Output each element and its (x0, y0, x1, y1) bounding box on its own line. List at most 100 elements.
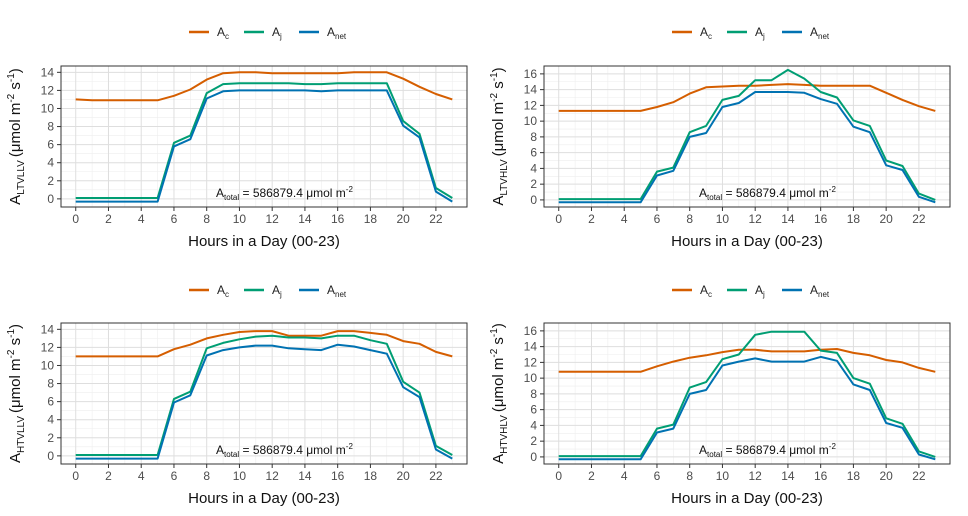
y-tick-label: 6 (530, 403, 537, 417)
y-tick-label: 16 (524, 67, 538, 81)
plot-border (60, 322, 468, 465)
x-tick-label: 6 (171, 469, 178, 483)
y-tick-label: 0 (530, 450, 537, 464)
grid (544, 323, 950, 464)
x-tick-label: 18 (847, 212, 861, 226)
series-line-ac (75, 330, 453, 358)
x-tick-label: 8 (203, 212, 210, 226)
y-tick-label: 6 (47, 138, 54, 152)
y-tick-label: 14 (41, 322, 55, 336)
series-line-aj (75, 334, 453, 456)
y-tick-label: 10 (524, 371, 538, 385)
series-line-ac (558, 348, 936, 373)
x-tick-label: 4 (621, 469, 628, 483)
x-tick-label: 18 (364, 469, 378, 483)
x-axis-title: Hours in a Day (00-23) (671, 490, 823, 507)
plot-border (60, 65, 468, 208)
x-tick-label: 2 (105, 469, 112, 483)
x-axis-title: Hours in a Day (00-23) (188, 233, 340, 250)
x-tick-label: 20 (879, 469, 893, 483)
series-line-aj (558, 330, 936, 458)
y-tick-label: 12 (524, 98, 538, 112)
legend-label-aj: Aj (272, 25, 282, 41)
legend-label-ac: Ac (217, 283, 229, 299)
x-tick-label: 4 (621, 212, 628, 226)
x-tick-label: 16 (814, 212, 828, 226)
x-tick-label: 14 (298, 469, 312, 483)
x-tick-label: 8 (203, 469, 210, 483)
x-tick-label: 14 (298, 212, 312, 226)
x-tick-label: 2 (105, 212, 112, 226)
x-tick-label: 4 (138, 469, 145, 483)
series-line-anet (558, 355, 936, 461)
legend-label-aj: Aj (755, 25, 765, 41)
x-tick-label: 16 (331, 469, 345, 483)
grid (61, 323, 467, 464)
legend-label-ac: Ac (217, 25, 229, 41)
series-line-aj (75, 82, 453, 199)
total-annotation: Atotal = 586879.4 μmol m-2 (699, 185, 836, 202)
y-tick-label: 8 (530, 130, 537, 144)
y-axis-title: AHTVLLV(μmol m-2 s-1) (6, 324, 27, 463)
legend-label-aj: Aj (755, 283, 765, 299)
x-tick-label: 20 (396, 469, 410, 483)
x-tick-label: 22 (429, 212, 443, 226)
legend-label-anet: Anet (810, 25, 830, 41)
total-annotation: Atotal = 586879.4 μmol m-2 (216, 442, 353, 459)
y-tick-label: 6 (47, 395, 54, 409)
y-tick-label: 6 (530, 146, 537, 160)
y-tick-label: 4 (530, 161, 537, 175)
x-axis-title: Hours in a Day (00-23) (188, 490, 340, 507)
series-line-anet (558, 91, 936, 204)
x-axis-title: Hours in a Day (00-23) (671, 233, 823, 250)
y-tick-label: 2 (47, 431, 54, 445)
x-tick-label: 0 (72, 469, 79, 483)
legend-label-anet: Anet (327, 25, 347, 41)
series-line-ac (75, 71, 453, 102)
x-tick-label: 0 (555, 469, 562, 483)
total-annotation: Atotal = 586879.4 μmol m-2 (699, 442, 836, 459)
y-axis-title: ALTVLLV(μmol m-2 s-1) (6, 68, 27, 205)
y-tick-label: 2 (530, 177, 537, 191)
x-tick-label: 6 (654, 212, 661, 226)
x-tick-label: 6 (654, 469, 661, 483)
y-tick-label: 10 (524, 114, 538, 128)
legend-label-ac: Ac (700, 283, 712, 299)
x-tick-label: 22 (429, 469, 443, 483)
y-axis-title: ALTVHLV(μmol m-2 s-1) (489, 67, 510, 205)
y-tick-label: 0 (47, 449, 54, 463)
x-tick-label: 2 (588, 212, 595, 226)
y-tick-label: 14 (524, 340, 538, 354)
x-tick-label: 12 (749, 469, 763, 483)
legend: Ac Aj Anet (189, 25, 347, 41)
x-tick-label: 18 (364, 212, 378, 226)
y-tick-label: 2 (530, 434, 537, 448)
x-tick-label: 14 (781, 469, 795, 483)
y-tick-label: 8 (47, 120, 54, 134)
legend: Ac Aj Anet (189, 283, 347, 299)
x-tick-label: 4 (138, 212, 145, 226)
x-tick-label: 22 (912, 212, 926, 226)
x-tick-label: 16 (814, 469, 828, 483)
x-tick-label: 12 (749, 212, 763, 226)
y-tick-label: 12 (41, 83, 55, 97)
x-tick-label: 10 (716, 469, 730, 483)
x-tick-label: 12 (266, 212, 280, 226)
y-tick-label: 8 (530, 387, 537, 401)
x-tick-label: 10 (233, 212, 247, 226)
y-tick-label: 4 (530, 418, 537, 432)
x-tick-label: 0 (72, 212, 79, 226)
panel-3: Ac Aj Anet 0 2 4 6 8 10 12 14 16 18 20 22 0 2 4 6 8 10 12 14 Ho… (6, 283, 468, 507)
x-tick-label: 6 (171, 212, 178, 226)
y-tick-label: 0 (47, 192, 54, 206)
y-tick-label: 12 (524, 355, 538, 369)
y-tick-label: 16 (524, 324, 538, 338)
y-tick-label: 10 (41, 358, 55, 372)
series-line-anet (75, 343, 453, 460)
y-tick-label: 4 (47, 413, 54, 427)
x-tick-label: 14 (781, 212, 795, 226)
y-tick-label: 12 (41, 340, 55, 354)
total-annotation: Atotal = 586879.4 μmol m-2 (216, 185, 353, 202)
